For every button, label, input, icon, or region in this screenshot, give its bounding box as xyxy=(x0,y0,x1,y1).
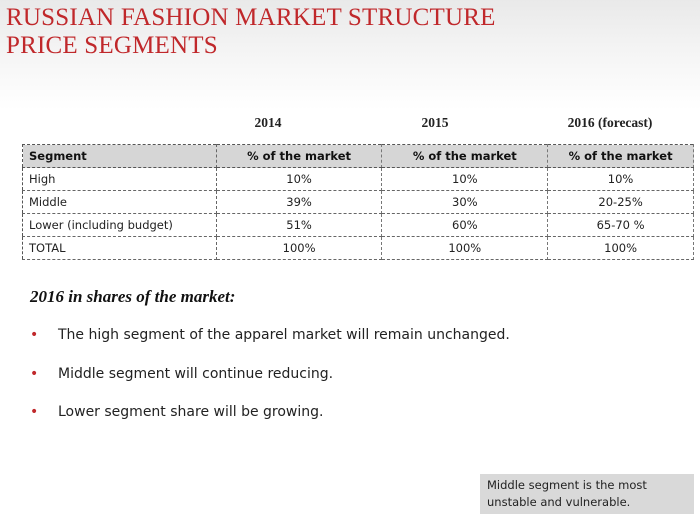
table-cell: 100% xyxy=(381,236,549,260)
header-background xyxy=(0,0,700,110)
table-cell-segment: TOTAL xyxy=(22,236,217,260)
bullet-list: • The high segment of the apparel market… xyxy=(30,325,510,441)
table-cell: 100% xyxy=(216,236,383,260)
title-line-1: RUSSIAN FASHION MARKET STRUCTURE xyxy=(6,4,496,31)
list-item-text: Lower segment share will be growing. xyxy=(58,404,324,420)
table-cell-segment: Lower (including budget) xyxy=(22,213,217,237)
page-title: RUSSIAN FASHION MARKET STRUCTURE PRICE S… xyxy=(6,4,496,60)
year-label-2015: 2015 xyxy=(421,115,449,130)
year-label-2014: 2014 xyxy=(254,115,282,130)
table-cell: 65-70 % xyxy=(547,213,694,237)
list-item-text: The high segment of the apparel market w… xyxy=(58,327,510,343)
table-cell-segment: Middle xyxy=(22,190,217,214)
table-cell: 100% xyxy=(547,236,694,260)
bullet-icon: • xyxy=(30,365,39,382)
column-header-segment: Segment xyxy=(22,144,217,168)
table-row: Lower (including budget) 51% 60% 65-70 % xyxy=(22,213,694,237)
table-cell: 60% xyxy=(381,213,549,237)
table-row: High 10% 10% 10% xyxy=(22,167,694,191)
bullet-icon: • xyxy=(30,327,39,343)
table-cell: 51% xyxy=(216,213,383,237)
callout-note: Middle segment is the most unstable and … xyxy=(480,474,694,514)
table-header-row: Segment % of the market % of the market … xyxy=(22,144,694,168)
table-cell: 39% xyxy=(216,190,383,214)
table-cell: 10% xyxy=(547,167,694,191)
column-header-2015: % of the market xyxy=(381,144,549,168)
column-header-2016: % of the market xyxy=(547,144,694,168)
table-row-total: TOTAL 100% 100% 100% xyxy=(22,236,694,260)
list-item: • The high segment of the apparel market… xyxy=(30,325,510,345)
title-line-2: PRICE SEGMENTS xyxy=(6,32,218,59)
table-cell: 10% xyxy=(216,167,383,191)
section-subheading: 2016 in shares of the market: xyxy=(30,287,236,306)
list-item: • Middle segment will continue reducing. xyxy=(30,364,510,384)
table-cell: 30% xyxy=(381,190,549,214)
list-item-text: Middle segment will continue reducing. xyxy=(58,365,334,382)
bullet-icon: • xyxy=(30,404,39,420)
table-cell-segment: High xyxy=(22,167,217,191)
table-row: Middle 39% 30% 20-25% xyxy=(22,190,694,214)
column-header-2014: % of the market xyxy=(216,144,383,168)
year-label-2016-forecast: 2016 (forecast) xyxy=(567,115,653,130)
table-cell: 20-25% xyxy=(547,190,694,214)
price-segments-table: Segment % of the market % of the market … xyxy=(22,144,694,260)
list-item: • Lower segment share will be growing. xyxy=(30,402,510,422)
table-cell: 10% xyxy=(381,167,549,191)
